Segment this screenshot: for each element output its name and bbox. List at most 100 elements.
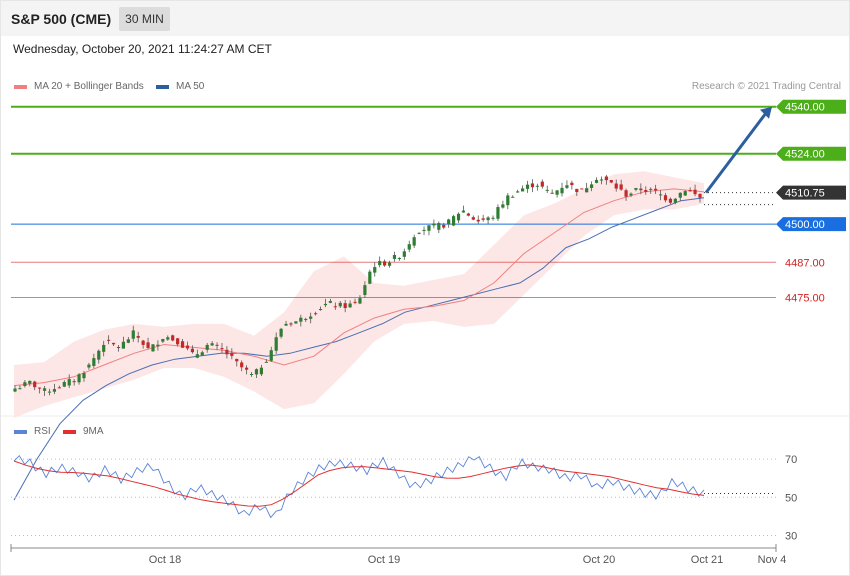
- chart-header: S&P 500 (CME) 30 MIN: [0, 0, 850, 36]
- x-tick-label-0: Oct 18: [149, 554, 181, 566]
- timeframe-button[interactable]: 30 MIN: [119, 7, 170, 31]
- candle-body-79: [402, 251, 406, 257]
- candle-body-14: [82, 373, 86, 379]
- candle-body-38: [200, 352, 204, 356]
- candle-body-66: [338, 302, 342, 307]
- candle-body-120: [604, 176, 608, 181]
- legend-9ma-label: 9MA: [83, 426, 104, 437]
- candle-body-127: [639, 188, 643, 191]
- candle-body-100: [506, 195, 510, 206]
- candle-body-64: [328, 301, 332, 303]
- level-label-5: 4475.00: [785, 293, 825, 305]
- candle-body-50: [259, 367, 264, 375]
- x-tick-label-1: Oct 19: [368, 554, 400, 566]
- candle-body-132: [663, 195, 668, 201]
- candle-body-99: [501, 204, 505, 208]
- candle-body-74: [378, 261, 382, 266]
- candle-body-61: [314, 313, 318, 315]
- candle-body-12: [72, 381, 76, 383]
- candle-body-98: [496, 207, 500, 219]
- level-badge-3: [776, 217, 846, 232]
- candle-body-119: [599, 179, 604, 181]
- candle-body-40: [210, 343, 214, 346]
- candle-body-138: [693, 189, 697, 195]
- candle-body-84: [427, 225, 431, 231]
- candle-body-129: [649, 188, 653, 190]
- candle-body-107: [540, 181, 544, 187]
- candle-body-1: [18, 388, 22, 390]
- legend-rsi: RSI: [14, 426, 51, 437]
- level-badge-label-0: 4540.00: [785, 102, 825, 114]
- candle-body-4: [33, 381, 37, 388]
- legend-ma20-label: MA 20 + Bollinger Bands: [34, 81, 144, 92]
- candle-body-76: [387, 262, 392, 266]
- candle-body-18: [102, 344, 106, 352]
- candle-body-24: [131, 330, 135, 339]
- ma9-swatch-icon: [63, 429, 76, 434]
- candle-body-121: [609, 180, 613, 183]
- candle-body-104: [525, 184, 530, 189]
- candle-body-13: [77, 374, 81, 383]
- candle-body-71: [363, 285, 367, 295]
- candle-body-108: [545, 189, 549, 191]
- rsi-tick-label-30: 30: [785, 530, 797, 542]
- candle-body-116: [585, 188, 589, 193]
- candle-body-57: [294, 321, 298, 324]
- candle-body-101: [511, 196, 515, 198]
- candle-body-95: [481, 218, 485, 220]
- candle-body-46: [240, 362, 244, 368]
- candle-body-39: [205, 344, 209, 350]
- legend-ma50-label: MA 50: [176, 81, 205, 92]
- candle-body-21: [116, 347, 121, 349]
- candle-body-53: [274, 337, 278, 351]
- candle-body-7: [47, 391, 52, 393]
- candle-body-112: [565, 185, 569, 188]
- candle-body-55: [284, 323, 288, 326]
- candle-body-23: [126, 339, 130, 343]
- candle-body-89: [451, 216, 456, 226]
- candle-body-52: [269, 350, 273, 361]
- candle-body-80: [407, 244, 411, 250]
- candle-body-37: [195, 354, 199, 358]
- candle-body-11: [67, 379, 71, 386]
- rsi-tick-label-70: 70: [785, 454, 797, 466]
- candle-body-81: [412, 237, 416, 246]
- candle-body-85: [432, 223, 436, 226]
- ma50-line: [13, 197, 705, 501]
- candle-body-28: [151, 344, 155, 352]
- candle-body-36: [190, 348, 195, 353]
- legend-ma50: MA 50: [156, 81, 204, 92]
- candle-body-83: [422, 229, 426, 231]
- candle-body-29: [156, 344, 160, 347]
- x-tick-label-4: Nov 4: [758, 554, 787, 566]
- candle-body-110: [555, 190, 559, 195]
- candle-body-105: [530, 183, 535, 188]
- candle-body-126: [634, 187, 638, 190]
- candle-body-67: [343, 303, 347, 309]
- candle-body-60: [309, 316, 313, 319]
- candle-body-122: [614, 183, 618, 189]
- candle-body-35: [185, 345, 190, 349]
- candle-body-124: [624, 190, 628, 197]
- candle-body-19: [107, 339, 111, 341]
- candle-body-45: [235, 358, 239, 362]
- rsi-tick-label-50: 50: [785, 492, 797, 504]
- candle-body-88: [447, 219, 451, 225]
- candle-body-59: [304, 318, 308, 320]
- candle-body-92: [466, 213, 470, 216]
- candle-body-93: [471, 217, 475, 220]
- candle-body-90: [456, 213, 461, 221]
- candle-body-96: [486, 217, 490, 221]
- candle-body-106: [535, 185, 539, 187]
- bollinger-band: [14, 171, 704, 418]
- candle-body-70: [358, 298, 362, 304]
- level-badge-label-1: 4524.00: [785, 149, 825, 161]
- candle-body-135: [678, 192, 682, 198]
- candle-body-47: [245, 367, 249, 370]
- rsi-swatch-icon: [14, 429, 27, 434]
- ma50-swatch-icon: [156, 84, 169, 89]
- candle-body-16: [92, 358, 96, 366]
- candle-body-31: [166, 337, 170, 340]
- instrument-title: S&P 500 (CME): [11, 11, 112, 27]
